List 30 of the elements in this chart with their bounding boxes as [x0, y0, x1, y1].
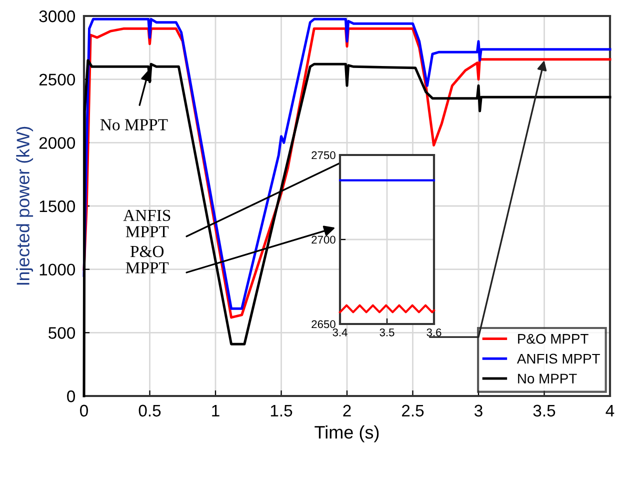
- y-axis-title: Injected power (kW): [16, 126, 34, 285]
- x-tick-label: 2: [343, 404, 351, 416]
- y-tick-label: 2500: [39, 74, 76, 86]
- y-tick-label: 2700: [312, 236, 336, 244]
- y-tick-label: 500: [48, 327, 76, 339]
- y-tick-label: 1000: [40, 264, 76, 276]
- y-tick-label: 2650: [312, 320, 336, 328]
- legend-label: ANFIS MPPT: [516, 354, 600, 364]
- annotation: No MPPT: [100, 119, 168, 130]
- legend-label: P&O MPPT: [518, 334, 588, 344]
- x-tick-label: 1: [212, 404, 220, 416]
- x-tick-label: 1.5: [270, 404, 292, 417]
- x-tick-label: 2.5: [402, 404, 424, 417]
- y-tick-label: 2000: [39, 137, 76, 149]
- y-tick-label: 1500: [40, 200, 76, 212]
- legend-label: No MPPT: [518, 374, 577, 384]
- x-tick-label: 3.5: [533, 404, 556, 417]
- y-tick-label: 2750: [312, 151, 336, 160]
- annotation: P&O MPPT: [126, 246, 169, 274]
- x-tick-label: 0: [80, 404, 88, 417]
- x-tick-label: 3.4: [332, 328, 348, 336]
- x-tick-label: 3.6: [426, 328, 442, 336]
- x-tick-label: 4: [606, 404, 614, 416]
- annotation: ANFIS MPPT: [123, 210, 170, 238]
- y-tick-label: 3000: [39, 10, 76, 22]
- x-tick-label: 0.5: [138, 404, 161, 417]
- y-tick-label: 0: [67, 390, 76, 402]
- x-tick-label: 3.5: [380, 328, 394, 336]
- x-tick-label: 3: [474, 404, 482, 417]
- x-axis-title: Time (s): [314, 425, 379, 442]
